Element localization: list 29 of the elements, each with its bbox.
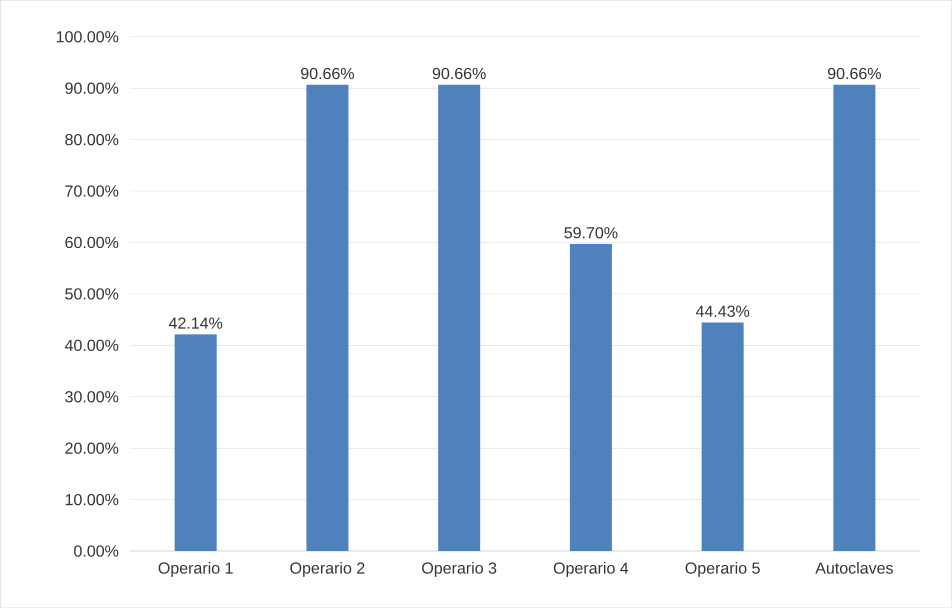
y-tick-label: 20.00%: [65, 442, 118, 454]
y-tick-label: 50.00%: [65, 288, 118, 300]
y-tick-label: 10.00%: [66, 494, 118, 506]
y-tick-label: 90.00%: [65, 82, 118, 94]
bar: [702, 322, 744, 552]
y-tick-label: 70.00%: [65, 185, 118, 197]
x-tick-label: Autoclaves: [815, 562, 893, 574]
bar: [306, 84, 348, 552]
x-tick-label: Operario 1: [158, 562, 233, 578]
bar: [570, 244, 612, 552]
y-tick-label: 0.00%: [74, 545, 118, 557]
data-label: 90.66%: [301, 68, 354, 80]
y-tick-label: 30.00%: [65, 391, 118, 403]
x-tick-label: Operario 4: [554, 562, 628, 578]
y-tick-label: 40.00%: [64, 340, 118, 352]
data-label: 90.66%: [828, 68, 881, 80]
bar: [833, 84, 876, 552]
y-tick-label: 100.00%: [56, 31, 118, 42]
bar: [438, 84, 480, 552]
data-label: 90.66%: [432, 68, 486, 80]
data-label: 42.14%: [168, 318, 222, 329]
x-tick-label: Operario 5: [686, 562, 760, 578]
x-tick-label: Operario 3: [422, 562, 496, 578]
y-tick-label: 60.00%: [65, 236, 118, 248]
bar: [174, 334, 217, 552]
x-tick-label: Operario 2: [290, 562, 364, 578]
data-label: 44.43%: [696, 306, 750, 318]
data-label: 59.70%: [564, 227, 618, 238]
y-tick-label: 80.00%: [65, 134, 118, 146]
